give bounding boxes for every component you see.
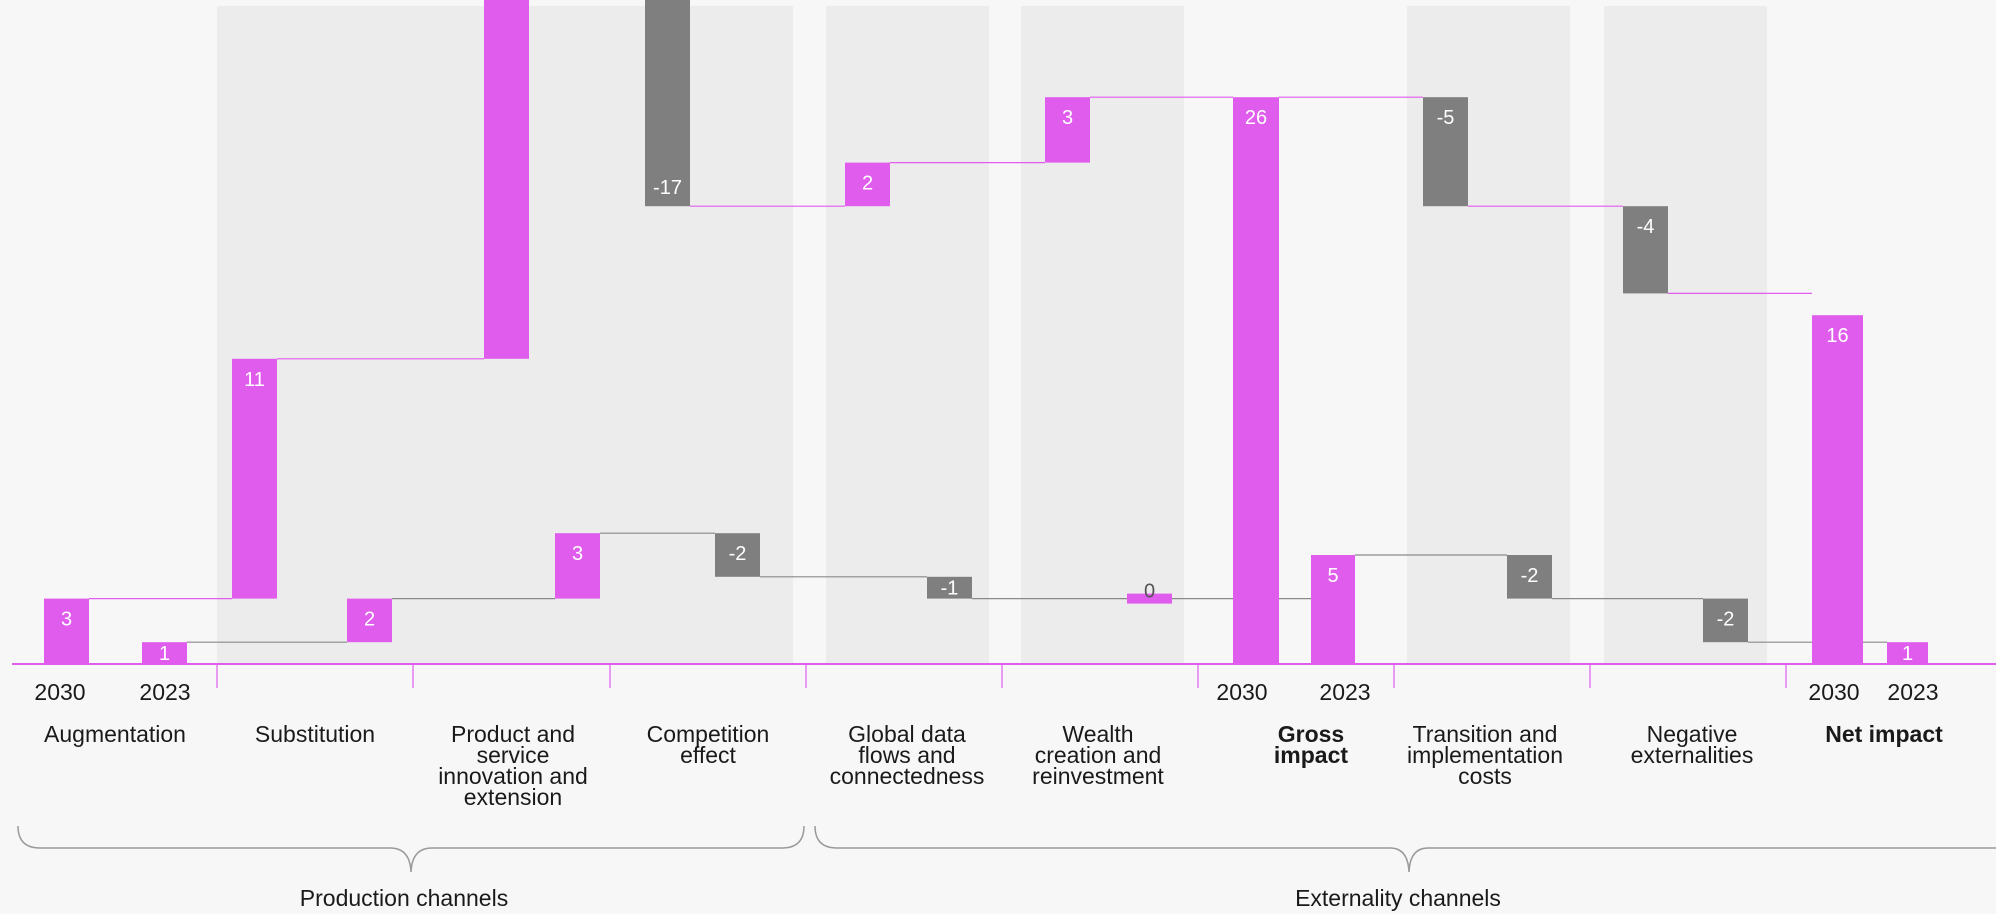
- data-label-2030-4: 2: [862, 173, 873, 195]
- category-labels: Augmentation Substitution Product and servi…: [44, 721, 1943, 810]
- data-label-2023-3: -2: [729, 543, 747, 565]
- production-bracket: [17, 825, 805, 873]
- bar-2023-0: [142, 642, 187, 664]
- data-label-2030-1: 11: [244, 369, 265, 391]
- bar-2030-3: [645, 0, 690, 207]
- data-label-2023-1: 2: [364, 609, 375, 631]
- data-label-2030-6: 26: [1245, 107, 1267, 129]
- x-axis-ticks: [216, 664, 1787, 688]
- group-brackets: Production channels Externality channels: [17, 825, 1996, 911]
- column-shade: [1604, 6, 1767, 664]
- category-label: Competition effect: [647, 721, 770, 768]
- bar-2030-6: [1233, 97, 1279, 664]
- year-label-first: 2030: [1808, 679, 1859, 705]
- year-label-second: 2023: [1319, 679, 1370, 705]
- data-label-2023-0: 1: [159, 643, 170, 665]
- category-label: Wealth creation and reinvestment: [1032, 721, 1164, 789]
- category-label: Product and service innovation and extensio…: [438, 721, 588, 810]
- category-label: Augmentation: [44, 721, 186, 747]
- bar-2023-9: [1887, 642, 1928, 664]
- bar-2030-0: [44, 598, 89, 664]
- category-label: Substitution: [255, 721, 375, 747]
- connector-lines: [89, 96, 1887, 643]
- category-label: Transition and implementation costs: [1407, 721, 1563, 789]
- data-label-2030-3: -17: [653, 177, 682, 199]
- data-label-2030-9: 16: [1826, 325, 1848, 347]
- data-label-2030-8: -4: [1637, 216, 1655, 238]
- column-shading: [217, 6, 1767, 664]
- data-label-2023-6: 5: [1327, 565, 1338, 587]
- bar-2030-4: [845, 162, 890, 207]
- bar-2030-1: [232, 358, 277, 599]
- bar-2023-1: [347, 598, 392, 643]
- group-label-externality: Externality channels: [1295, 885, 1501, 911]
- bar-2030-8: [1623, 206, 1668, 294]
- category-label: Negative externalities: [1631, 721, 1754, 768]
- data-label-2030-0: 3: [61, 609, 72, 631]
- bar-2030-5: [1045, 97, 1090, 163]
- bar-2030-9: [1812, 315, 1863, 664]
- data-label-2030-5: 3: [1062, 107, 1073, 129]
- bar-2023-3: [715, 533, 760, 577]
- externality-bracket: [814, 825, 1996, 873]
- category-label: Global data flows and connectedness: [830, 721, 985, 789]
- data-label-2023-5: 0: [1144, 581, 1155, 603]
- bars: [44, 0, 1928, 664]
- data-label-2023-7: -2: [1521, 565, 1539, 587]
- year-label-second: 2023: [139, 679, 190, 705]
- year-labels: 2030 2023 2030 2023 2030 2023: [34, 679, 1938, 705]
- bar-2023-5: [1127, 593, 1172, 604]
- bar-2023-6: [1311, 555, 1355, 664]
- bar-2030-7: [1423, 97, 1468, 207]
- year-label-first: 2030: [1216, 679, 1267, 705]
- bar-2023-2: [555, 533, 600, 599]
- data-label-2023-4: -1: [941, 578, 959, 600]
- year-label-first: 2030: [34, 679, 85, 705]
- category-label: Gross impact: [1274, 721, 1348, 768]
- data-label-2023-8: -2: [1717, 609, 1735, 631]
- bar-2023-4: [927, 576, 972, 599]
- data-label-2030-7: -5: [1437, 107, 1455, 129]
- column-shade: [826, 6, 989, 664]
- group-label-production: Production channels: [300, 885, 508, 911]
- data-label-2023-9: 1: [1902, 643, 1913, 665]
- year-label-second: 2023: [1887, 679, 1938, 705]
- data-label-2023-2: 3: [572, 543, 583, 565]
- bar-2023-7: [1507, 555, 1552, 599]
- bar-2023-8: [1703, 598, 1748, 643]
- category-label: Net impact: [1825, 721, 1943, 747]
- bar-2030-2: [484, 0, 529, 359]
